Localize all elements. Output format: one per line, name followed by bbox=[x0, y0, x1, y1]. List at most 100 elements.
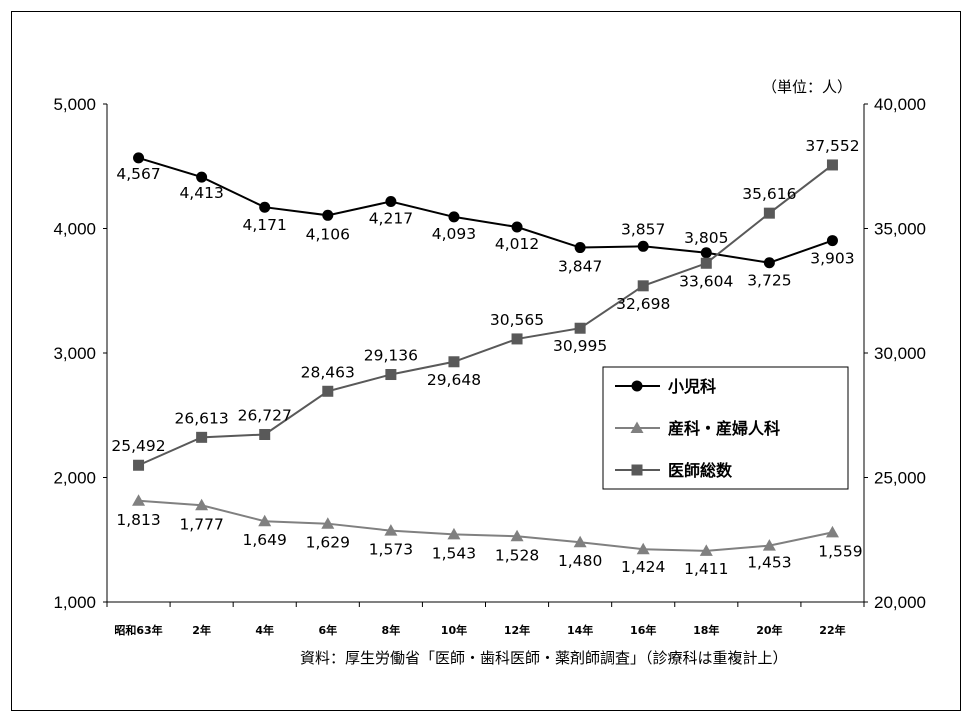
x-tick-label: 6年 bbox=[318, 623, 337, 637]
data-label: 35,616 bbox=[742, 185, 796, 203]
series-2-point bbox=[447, 527, 461, 540]
x-tick-label: 4年 bbox=[255, 623, 274, 637]
data-label: 1,813 bbox=[116, 511, 160, 529]
series-1-point bbox=[448, 211, 460, 223]
series-3-point bbox=[763, 207, 775, 219]
right-tick-label: 20,000 bbox=[874, 593, 926, 612]
data-label: 1,543 bbox=[432, 544, 476, 562]
data-label: 26,613 bbox=[175, 409, 229, 427]
data-label: 3,725 bbox=[747, 272, 791, 290]
data-label: 33,604 bbox=[679, 272, 733, 290]
data-label: 1,573 bbox=[369, 541, 413, 559]
data-label: 1,649 bbox=[243, 531, 287, 549]
data-label: 3,857 bbox=[621, 220, 665, 238]
series-3-point bbox=[448, 356, 460, 368]
series-2-point bbox=[699, 544, 713, 556]
series-1-point bbox=[133, 152, 145, 164]
legend-marker-3 bbox=[631, 464, 643, 476]
legend-label-3: 医師総数 bbox=[668, 461, 733, 480]
data-label: 1,528 bbox=[495, 546, 539, 564]
series-2-point bbox=[636, 542, 650, 555]
series-1-point bbox=[196, 171, 208, 183]
source-note: 資料：厚生労働省「医師・歯科医師・薬剤師調査」（診療科は重複計上） bbox=[300, 649, 788, 667]
data-label: 4,413 bbox=[179, 184, 223, 202]
data-label: 1,424 bbox=[621, 558, 665, 576]
series-2-point bbox=[573, 535, 587, 548]
series-1-point bbox=[574, 242, 586, 254]
series-1-point bbox=[700, 247, 712, 259]
series-2-point bbox=[510, 529, 524, 542]
data-label: 1,777 bbox=[179, 515, 223, 533]
unit-label: （単位：人） bbox=[762, 78, 852, 96]
data-label: 28,463 bbox=[301, 363, 355, 381]
series-1-point bbox=[511, 221, 523, 233]
data-label: 30,995 bbox=[553, 337, 607, 355]
tick-labels: 1,000 2,000 3,000 4,000 5,000 20,000 25,000 30,… bbox=[53, 95, 926, 637]
data-labels: 4,567 4,413 4,171 4,106 4,217 4,093 4,012 3,847… bbox=[111, 137, 862, 578]
series-1-point bbox=[637, 240, 649, 252]
series-3-point bbox=[322, 385, 334, 397]
series-1-point bbox=[763, 257, 775, 269]
data-label: 1,629 bbox=[306, 534, 350, 552]
legend-marker-1 bbox=[631, 380, 643, 392]
x-tick-label: 12年 bbox=[504, 623, 530, 637]
series-1-point bbox=[259, 201, 271, 213]
data-label: 1,559 bbox=[818, 542, 862, 560]
series-1-point bbox=[826, 235, 838, 247]
x-tick-label: 8年 bbox=[382, 623, 401, 637]
data-label: 4,106 bbox=[306, 225, 350, 243]
x-tick-label: 2年 bbox=[192, 623, 211, 637]
data-label: 1,411 bbox=[684, 560, 728, 578]
series-line-2 bbox=[138, 499, 833, 552]
data-label: 26,727 bbox=[238, 406, 292, 424]
series-1-point bbox=[385, 195, 397, 207]
data-label: 1,453 bbox=[747, 554, 791, 572]
left-tick-label: 1,000 bbox=[53, 593, 96, 612]
series-2-point bbox=[384, 524, 398, 536]
series-3-point bbox=[511, 333, 523, 345]
left-tick-label: 3,000 bbox=[53, 344, 96, 363]
data-label: 4,171 bbox=[243, 216, 287, 234]
right-tick-label: 40,000 bbox=[874, 95, 926, 114]
series-3-point bbox=[700, 257, 712, 269]
series-3-point bbox=[385, 369, 397, 381]
data-label: 4,567 bbox=[116, 165, 160, 183]
right-tick-label: 35,000 bbox=[874, 220, 926, 239]
x-tick-label: 20年 bbox=[756, 623, 782, 637]
x-tick-label: 16年 bbox=[630, 623, 656, 637]
series-layer bbox=[132, 152, 839, 556]
series-3-point bbox=[133, 459, 145, 471]
right-tick-label: 25,000 bbox=[874, 469, 926, 488]
left-tick-label: 4,000 bbox=[53, 220, 96, 239]
left-tick-label: 2,000 bbox=[53, 469, 96, 488]
series-line-1 bbox=[138, 156, 833, 264]
left-tick-label: 5,000 bbox=[53, 95, 96, 114]
data-label: 29,136 bbox=[364, 347, 418, 365]
series-3-point bbox=[637, 280, 649, 292]
x-tick-label: 18年 bbox=[693, 623, 719, 637]
tick-marks bbox=[103, 103, 868, 607]
data-label: 25,492 bbox=[111, 437, 165, 455]
data-label: 3,903 bbox=[810, 250, 854, 268]
legend-label-1: 小児科 bbox=[668, 377, 716, 396]
series-2-point bbox=[825, 525, 839, 538]
data-label: 32,698 bbox=[616, 295, 670, 313]
series-3-point bbox=[826, 159, 838, 171]
series-3-point bbox=[196, 431, 208, 443]
data-label: 30,565 bbox=[490, 311, 544, 329]
data-label: 4,012 bbox=[495, 235, 539, 253]
series-1-point bbox=[322, 209, 334, 221]
series-2-point bbox=[321, 517, 335, 529]
data-label: 1,480 bbox=[558, 552, 602, 570]
series-2-point bbox=[132, 494, 146, 506]
x-tick-label: 22年 bbox=[819, 623, 845, 637]
data-label: 37,552 bbox=[805, 137, 859, 155]
data-label: 3,847 bbox=[558, 258, 602, 276]
data-label: 29,648 bbox=[427, 371, 481, 389]
data-label: 3,805 bbox=[684, 229, 728, 247]
x-tick-label: 10年 bbox=[441, 623, 467, 637]
x-tick-label: 昭和63年 bbox=[114, 623, 162, 637]
data-label: 4,217 bbox=[369, 209, 413, 227]
series-2-point bbox=[195, 498, 209, 511]
